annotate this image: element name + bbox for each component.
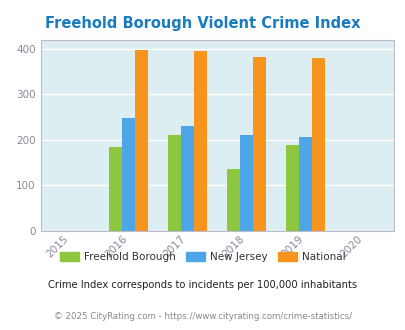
Bar: [181, 126, 194, 231]
Bar: [286, 145, 298, 231]
Bar: [109, 147, 122, 231]
Bar: [252, 57, 265, 231]
Text: © 2025 CityRating.com - https://www.cityrating.com/crime-statistics/: © 2025 CityRating.com - https://www.city…: [54, 312, 351, 321]
Bar: [240, 135, 252, 231]
Bar: [227, 170, 240, 231]
Bar: [122, 118, 135, 231]
Bar: [135, 50, 148, 231]
Text: Freehold Borough Violent Crime Index: Freehold Borough Violent Crime Index: [45, 16, 360, 31]
Bar: [311, 58, 324, 231]
Bar: [194, 51, 207, 231]
Text: Crime Index corresponds to incidents per 100,000 inhabitants: Crime Index corresponds to incidents per…: [48, 280, 357, 290]
Bar: [168, 135, 181, 231]
Bar: [298, 137, 311, 231]
Legend: Freehold Borough, New Jersey, National: Freehold Borough, New Jersey, National: [56, 248, 349, 266]
